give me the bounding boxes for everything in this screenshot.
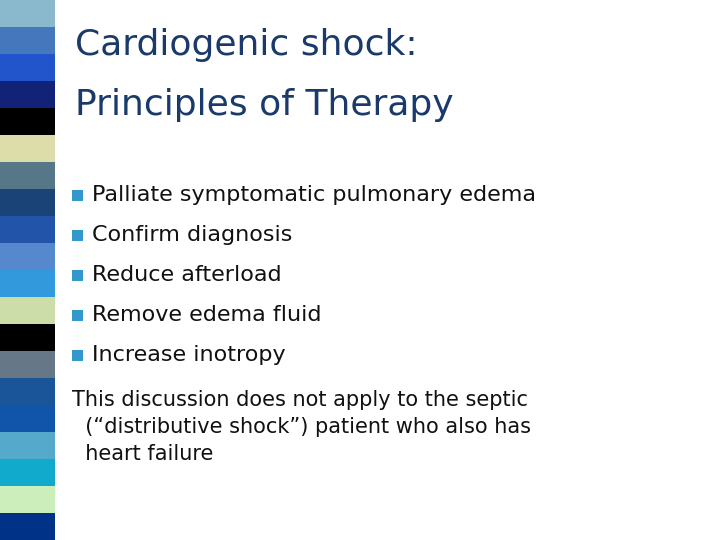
Bar bbox=[0, 189, 55, 216]
Bar bbox=[0, 486, 55, 513]
Bar bbox=[0, 162, 55, 189]
Bar bbox=[72, 269, 83, 280]
Text: This discussion does not apply to the septic
  (“distributive shock”) patient wh: This discussion does not apply to the se… bbox=[72, 390, 531, 464]
Bar bbox=[72, 230, 83, 240]
Bar bbox=[0, 0, 55, 27]
Text: Palliate symptomatic pulmonary edema: Palliate symptomatic pulmonary edema bbox=[92, 185, 536, 205]
Bar bbox=[0, 108, 55, 135]
Bar bbox=[0, 513, 55, 540]
Bar bbox=[0, 405, 55, 432]
Bar bbox=[72, 190, 83, 200]
Bar bbox=[0, 297, 55, 324]
Bar bbox=[0, 351, 55, 378]
Bar bbox=[72, 349, 83, 361]
Text: Increase inotropy: Increase inotropy bbox=[92, 345, 286, 365]
Bar bbox=[0, 459, 55, 486]
Bar bbox=[0, 135, 55, 162]
Text: Reduce afterload: Reduce afterload bbox=[92, 265, 282, 285]
Bar bbox=[0, 81, 55, 108]
Bar bbox=[0, 243, 55, 270]
Text: Cardiogenic shock:: Cardiogenic shock: bbox=[75, 28, 418, 62]
Text: Remove edema fluid: Remove edema fluid bbox=[92, 305, 322, 325]
Text: Principles of Therapy: Principles of Therapy bbox=[75, 88, 454, 122]
Bar bbox=[0, 324, 55, 351]
Bar bbox=[0, 432, 55, 459]
Bar bbox=[72, 309, 83, 321]
Bar bbox=[0, 27, 55, 54]
Bar bbox=[0, 54, 55, 81]
Text: Confirm diagnosis: Confirm diagnosis bbox=[92, 225, 292, 245]
Bar bbox=[0, 378, 55, 405]
Bar bbox=[0, 216, 55, 243]
Bar bbox=[0, 270, 55, 297]
